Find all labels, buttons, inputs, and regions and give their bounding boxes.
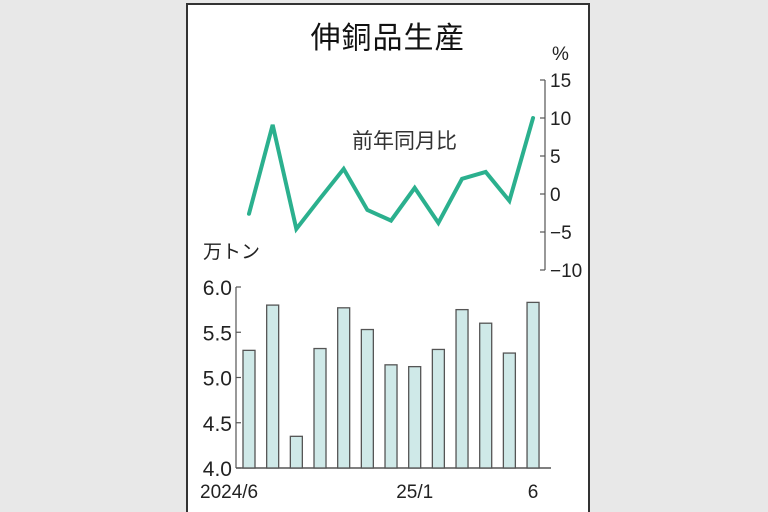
production-bar: [384, 364, 398, 469]
line-series-label: 前年同月比: [352, 129, 457, 153]
x-tick-label: 2024/6: [200, 482, 258, 503]
production-bar: [289, 435, 303, 469]
production-bar: [479, 322, 493, 469]
bar-y-tick-label: 6.0: [203, 277, 232, 300]
production-bar: [266, 304, 280, 469]
production-bar: [242, 349, 256, 469]
line-unit-label: %: [552, 44, 569, 65]
production-bar: [337, 307, 351, 469]
production-bar: [455, 308, 469, 469]
production-bar: [431, 348, 446, 469]
production-bar: [408, 365, 422, 469]
yoy-line: [247, 116, 536, 234]
line-y-tick-label: −5: [550, 223, 572, 244]
production-bar: [313, 347, 327, 469]
line-y-tick-label: 10: [550, 109, 571, 130]
production-bar: [360, 328, 375, 469]
bar-y-tick-label: 4.0: [203, 458, 232, 481]
bar-y-tick-label: 4.5: [203, 413, 232, 436]
bar-unit-label: 万トン: [203, 241, 260, 263]
bar-y-tick-label: 5.5: [203, 322, 232, 345]
chart-title: 伸銅品生産: [310, 21, 466, 56]
production-bar: [502, 352, 517, 469]
x-tick-label: 6: [528, 482, 539, 503]
line-y-tick-label: 0: [550, 185, 561, 206]
bar-y-tick-label: 5.0: [203, 368, 232, 391]
x-tick-label: 25/1: [396, 482, 433, 503]
production-bar: [526, 301, 540, 469]
line-y-tick-label: −10: [550, 261, 582, 282]
line-y-tick-label: 5: [550, 147, 561, 168]
line-y-tick-label: 15: [550, 71, 571, 92]
